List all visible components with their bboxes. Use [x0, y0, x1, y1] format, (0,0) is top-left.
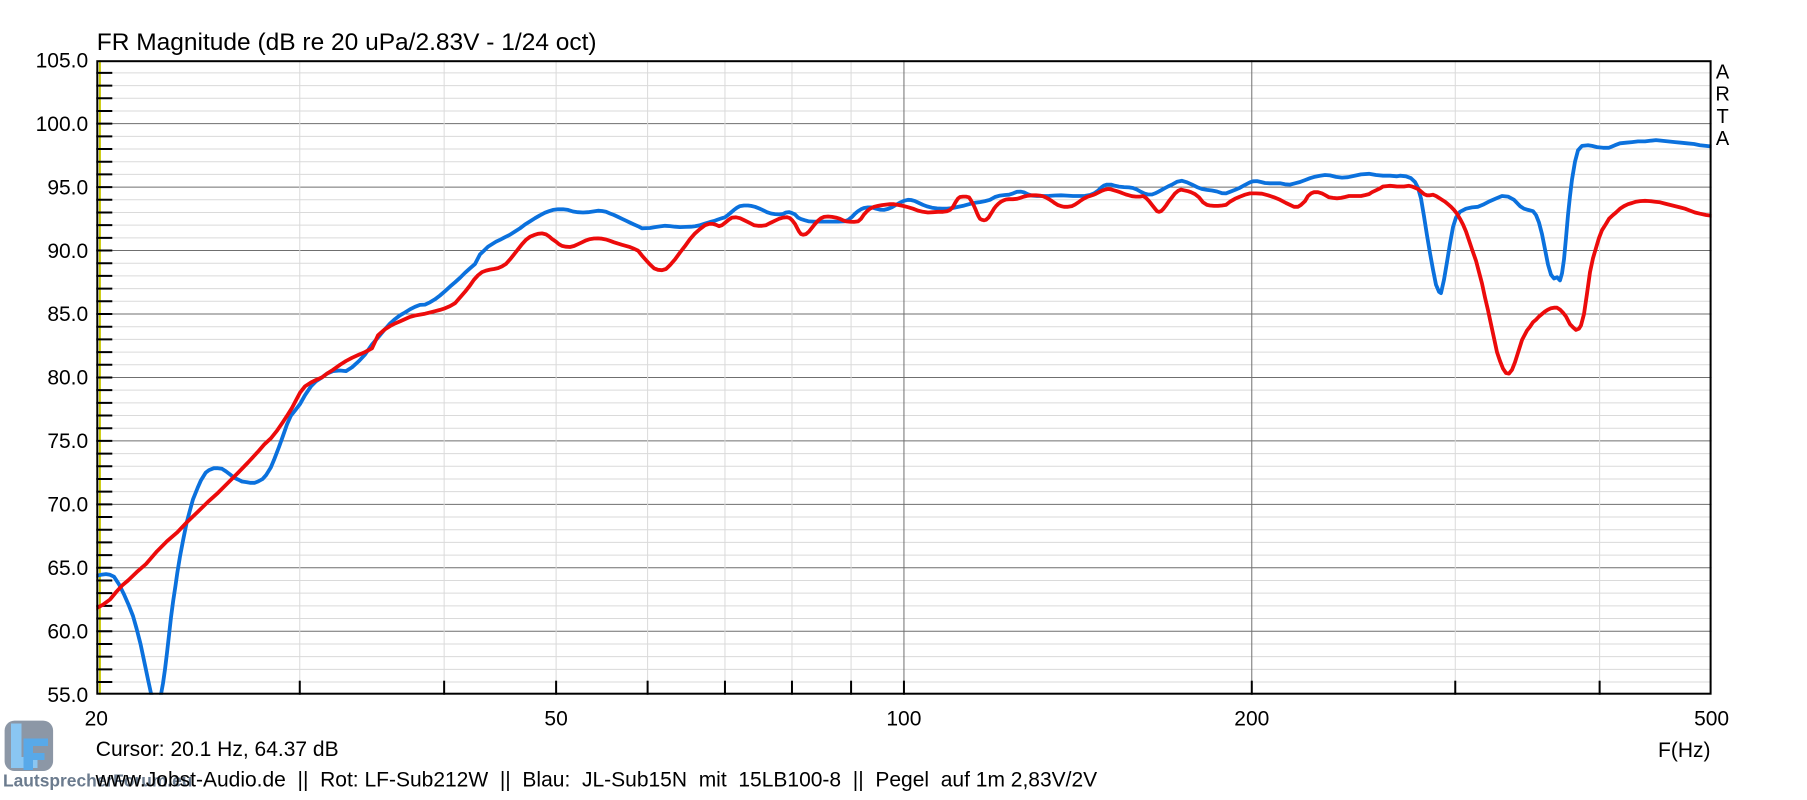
svg-text:www.Jobst-Audio.de || Rot: L: www.Jobst-Audio.de || Rot: LF-Sub212W ||… [95, 769, 1098, 792]
svg-text:65.0: 65.0 [47, 557, 88, 580]
svg-text:A: A [1716, 62, 1730, 84]
svg-text:100.0: 100.0 [36, 113, 89, 136]
svg-text:85.0: 85.0 [47, 303, 88, 326]
svg-text:95.0: 95.0 [47, 176, 88, 199]
svg-text:T: T [1716, 106, 1728, 128]
svg-text:F(Hz): F(Hz) [1658, 739, 1710, 762]
svg-text:R: R [1715, 84, 1729, 106]
svg-text:LautsprecherForum.eu: LautsprecherForum.eu [3, 771, 192, 791]
svg-text:20: 20 [85, 708, 108, 731]
svg-text:Cursor: 20.1 Hz, 64.37 dB: Cursor: 20.1 Hz, 64.37 dB [96, 738, 339, 761]
svg-text:60.0: 60.0 [47, 621, 88, 644]
svg-text:A: A [1716, 128, 1730, 150]
svg-text:75.0: 75.0 [47, 430, 88, 453]
svg-text:500: 500 [1694, 708, 1729, 731]
svg-text:FR Magnitude (dB re 20 uPa/2.8: FR Magnitude (dB re 20 uPa/2.83V - 1/24 … [97, 29, 597, 56]
svg-text:50: 50 [544, 708, 567, 731]
svg-text:90.0: 90.0 [47, 240, 88, 263]
svg-text:55.0: 55.0 [47, 684, 88, 707]
svg-text:105.0: 105.0 [36, 49, 89, 72]
svg-text:70.0: 70.0 [47, 494, 88, 517]
svg-text:200: 200 [1234, 708, 1269, 731]
svg-text:80.0: 80.0 [47, 367, 88, 390]
svg-text:100: 100 [886, 708, 921, 731]
